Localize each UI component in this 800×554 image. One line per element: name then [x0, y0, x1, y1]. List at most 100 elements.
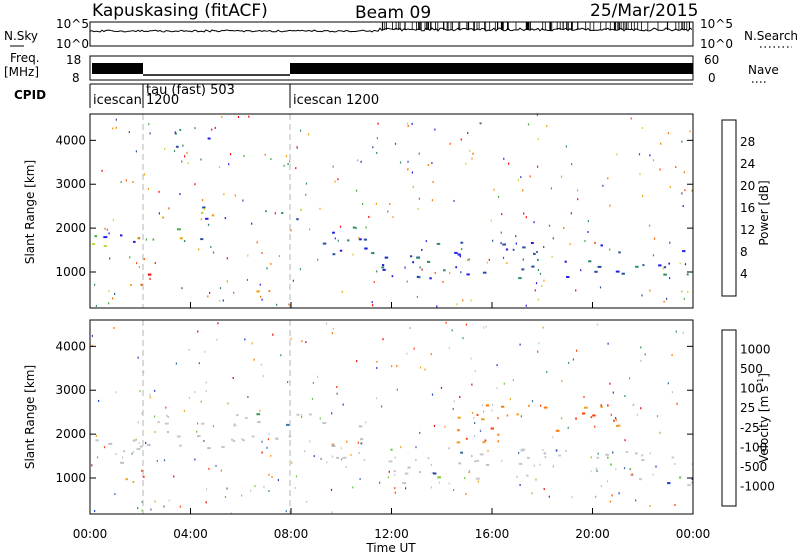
noise-echo	[610, 413, 612, 416]
noise-echo	[237, 116, 240, 118]
noise-echo	[452, 407, 454, 410]
noise-echo	[543, 488, 545, 491]
noise-echo	[445, 321, 447, 324]
nsearch-label: N.Search	[744, 29, 798, 43]
noise-echo	[287, 381, 289, 384]
noise-echo	[242, 199, 244, 202]
noise-echo	[663, 300, 665, 303]
echo-cell	[458, 462, 462, 465]
noise-echo	[179, 193, 181, 195]
noise-echo	[183, 409, 185, 412]
noise-echo	[671, 354, 673, 357]
noise-echo	[272, 333, 274, 336]
noise-echo	[449, 142, 451, 145]
echo-cell	[443, 269, 446, 272]
echo-cell	[347, 239, 350, 242]
colorbar-frame	[721, 329, 737, 507]
nave-top-tick: 60	[704, 53, 719, 67]
noise-echo	[469, 149, 471, 152]
noise-echo	[308, 133, 310, 136]
noise-echo	[607, 177, 609, 180]
noise-echo	[352, 486, 354, 489]
echo-cell	[320, 457, 322, 460]
colorbar-tick-label: 28	[740, 135, 755, 149]
noise-echo	[165, 406, 167, 409]
echo-cell	[418, 276, 421, 279]
echo-cell	[147, 273, 152, 276]
noise-echo	[552, 237, 554, 240]
colorbar-tick-label: -500	[740, 460, 767, 474]
noise-echo	[519, 343, 521, 346]
noise-echo	[268, 473, 270, 476]
colorbar-tick-label: 1000	[740, 343, 771, 357]
echo-cell	[566, 276, 570, 278]
noise-echo	[649, 452, 651, 455]
noise-echo	[109, 257, 111, 260]
echo-cell	[431, 472, 434, 474]
noise-echo	[417, 207, 419, 210]
echo-cell	[691, 481, 693, 484]
noise-echo	[571, 163, 573, 166]
noise-echo	[173, 475, 175, 478]
noise-echo	[186, 151, 188, 154]
echo-cell	[360, 442, 363, 445]
noise-echo	[520, 415, 522, 418]
noise-echo	[552, 436, 554, 439]
noise-echo	[356, 189, 358, 192]
echo-cell	[512, 248, 515, 251]
noise-echo	[523, 212, 525, 215]
noise-echo	[537, 350, 539, 353]
echo-cell	[584, 406, 588, 409]
noise-echo	[687, 290, 689, 293]
echo-cell	[596, 456, 600, 459]
noise-echo	[357, 441, 359, 444]
noise-echo	[226, 487, 228, 490]
y-tick-label: 4000	[55, 339, 86, 353]
noise-echo	[535, 478, 537, 481]
noise-echo	[587, 231, 589, 233]
echo-cell	[414, 459, 417, 462]
echo-cell	[582, 412, 586, 415]
noise-echo	[548, 495, 550, 498]
echo-cell	[501, 405, 505, 408]
echo-cell	[437, 476, 441, 479]
echo-cell	[674, 463, 676, 465]
noise-echo	[114, 292, 116, 295]
echo-cell	[257, 421, 261, 424]
nsky-top-tick: 10^5	[56, 17, 89, 31]
echo-cell	[595, 467, 598, 470]
echo-cell	[663, 266, 667, 269]
noise-echo	[198, 362, 200, 365]
noise-echo	[641, 294, 643, 297]
noise-echo	[342, 403, 344, 406]
beam-title: Beam 09	[355, 3, 431, 23]
echo-cell	[471, 411, 474, 414]
noise-echo	[251, 222, 253, 225]
y-tick-label: 3000	[55, 177, 86, 191]
velocity-echoes	[91, 321, 693, 514]
noise-echo	[260, 363, 262, 366]
echo-cell	[232, 440, 236, 442]
echo-cell	[505, 248, 509, 251]
echo-cell	[371, 252, 375, 255]
noise-echo	[290, 229, 292, 232]
noise-echo	[270, 262, 272, 265]
noise-echo	[305, 341, 307, 344]
noise-echo	[266, 446, 268, 449]
echo-cell	[322, 242, 327, 245]
echo-cell	[527, 456, 530, 459]
noise-echo	[615, 468, 617, 471]
noise-echo	[306, 500, 308, 503]
noise-echo	[330, 488, 333, 491]
noise-echo	[609, 382, 611, 385]
noise-echo	[263, 485, 265, 488]
noise-echo	[197, 330, 199, 333]
echo-cell	[137, 237, 140, 240]
noise-echo	[640, 407, 642, 410]
noise-echo	[671, 391, 673, 394]
noise-echo	[94, 283, 96, 286]
echo-cell	[176, 435, 181, 438]
noise-echo	[133, 450, 135, 453]
noise-echo	[472, 152, 474, 155]
noise-echo	[563, 226, 565, 229]
